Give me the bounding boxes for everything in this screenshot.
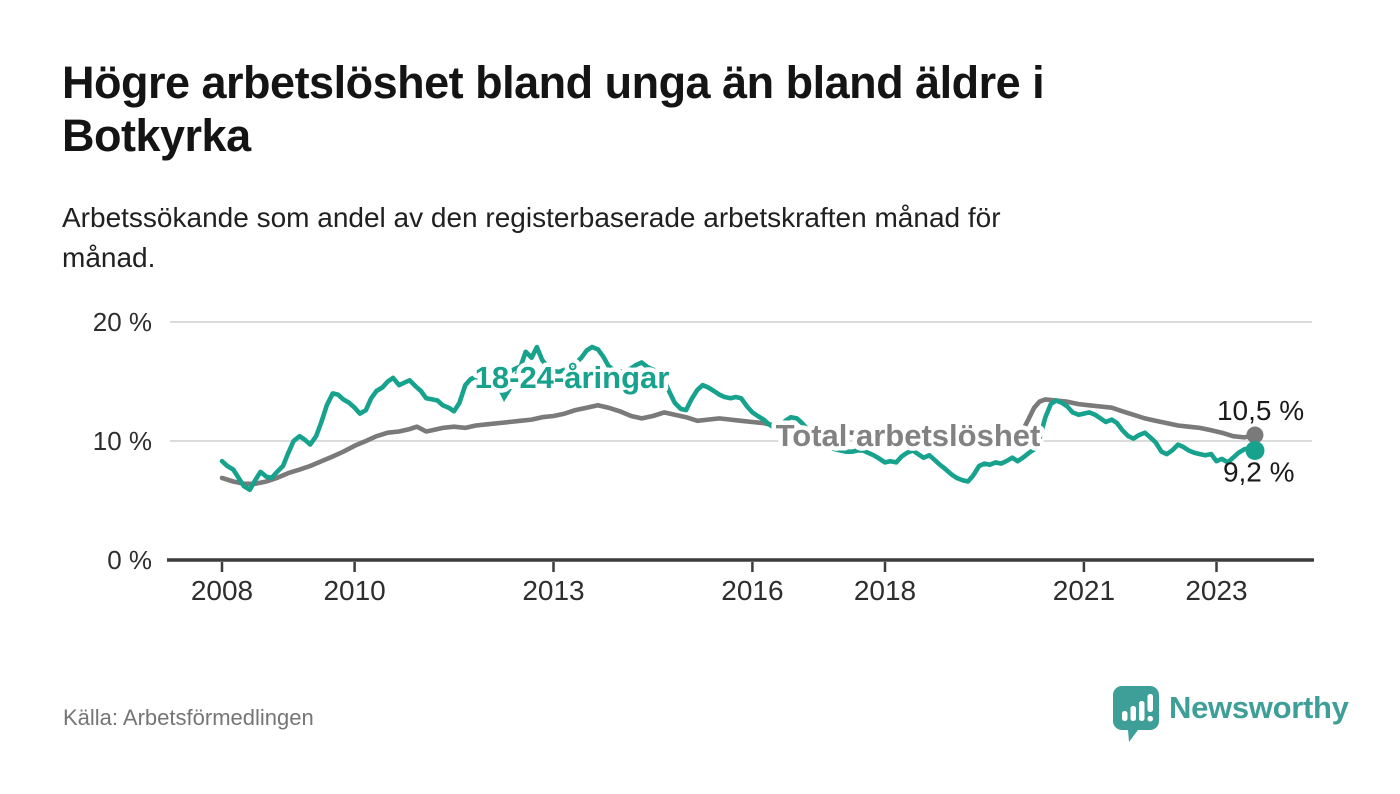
x-axis-tick-label: 2016 <box>721 575 783 606</box>
y-axis-label: 10 % <box>93 426 152 456</box>
series-line-total <box>219 397 1258 487</box>
bar-chart-bar-large <box>1139 701 1145 721</box>
source-note: Källa: Arbetsförmedlingen <box>63 705 314 730</box>
x-axis-tick-label: 2023 <box>1185 575 1247 606</box>
exclamation-bar <box>1147 694 1153 712</box>
chart-subtitle-line1: Arbetssökande som andel av den registerb… <box>62 202 1001 233</box>
page-title: Högre arbetslöshet bland unga än bland ä… <box>62 56 1262 162</box>
y-axis-label: 0 % <box>107 545 152 575</box>
x-axis-tick-label: 2008 <box>191 575 253 606</box>
bar-chart-bar-medium <box>1130 706 1136 721</box>
x-axis-tick-label: 2018 <box>854 575 916 606</box>
x-axis-tick-label: 2013 <box>522 575 584 606</box>
newsworthy-logo-icon <box>1113 686 1159 742</box>
series-line-youth <box>219 344 1258 493</box>
x-axis-tick-label: 2010 <box>323 575 385 606</box>
chart-subtitle: Arbetssökande som andel av den registerb… <box>62 198 1262 278</box>
page-title-line1: Högre arbetslöshet bland unga än bland ä… <box>62 57 1045 108</box>
end-dot-total <box>1246 426 1264 444</box>
end-value-label-total: 10,5 % <box>1217 395 1304 426</box>
newsworthy-wordmark: Newsworthy <box>1169 690 1349 725</box>
label-arrowhead-icon <box>497 388 512 402</box>
exclamation-dot <box>1147 716 1153 722</box>
series-label-youth: 18-24-åringar <box>475 360 670 395</box>
chart-subtitle-line2: månad. <box>62 242 156 273</box>
label-arrow <box>501 363 525 394</box>
page-title-line2: Botkyrka <box>62 110 251 161</box>
newsworthy-logo: Newsworthy <box>1112 685 1349 743</box>
series-label-total: Total arbetslöshet <box>776 418 1041 453</box>
end-dot-youth <box>1245 441 1265 461</box>
x-axis-tick-label: 2021 <box>1053 575 1115 606</box>
bar-chart-bar-small <box>1122 711 1128 721</box>
end-value-label-youth: 9,2 % <box>1223 457 1295 488</box>
y-axis-label: 20 % <box>93 307 152 337</box>
